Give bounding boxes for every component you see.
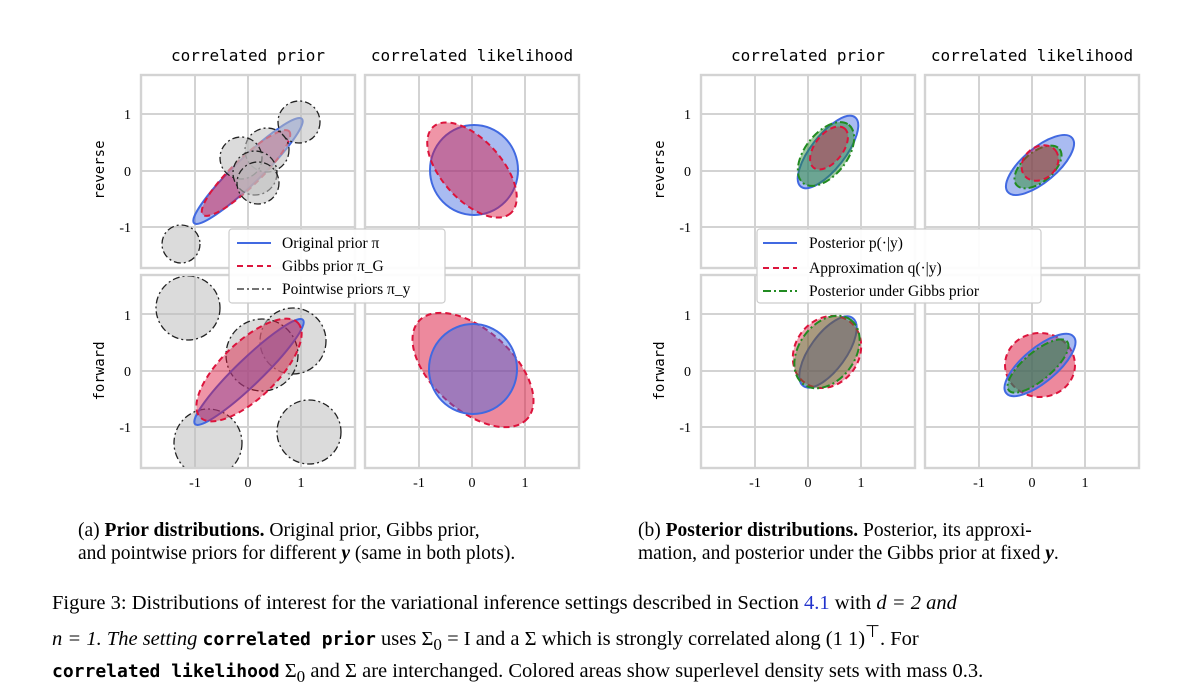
legend-label: Original prior π: [282, 235, 380, 252]
subcaption-text: and pointwise priors for different: [78, 543, 342, 564]
caption-text: Figure 3: Distributions of interest for …: [52, 592, 805, 614]
x-tick: -1: [749, 476, 761, 491]
y-tick: 0: [124, 365, 131, 380]
y-tick: 0: [684, 165, 691, 180]
row-label-reverse: reverse: [92, 140, 108, 199]
panel-b-forward-prior: [791, 314, 863, 390]
caption-text: uses Σ: [375, 627, 434, 650]
x-tick: 1: [522, 476, 529, 491]
panel-a-reverse-prior: [161, 100, 321, 264]
figure: correlated prior correlated likelihood c…: [92, 46, 1141, 491]
subcaption-tag: (b): [638, 520, 661, 541]
caption-text: Σ: [279, 659, 297, 682]
y-tick: -1: [119, 221, 131, 236]
legend-b: Posterior p(·|y) Approximation q(·|y) Po…: [756, 228, 1042, 304]
pointwise-priors: [155, 275, 342, 468]
col-title-correlated-prior: correlated prior: [731, 46, 885, 65]
approximation-ellipse: [809, 125, 849, 171]
col-title-correlated-likelihood: correlated likelihood: [931, 46, 1133, 65]
pointwise-priors: [161, 100, 321, 264]
gibbs-prior-ellipse: [411, 311, 535, 429]
caption-math: d = 2 and: [876, 592, 957, 614]
subcaption-text: Posterior, its approxi-: [858, 520, 1032, 541]
y-tick: 1: [124, 309, 131, 324]
x-tick: -1: [973, 476, 985, 491]
col-title-correlated-prior: correlated prior: [171, 46, 325, 65]
y-tick: 0: [684, 365, 691, 380]
gibbs-posterior-ellipse: [1006, 338, 1070, 394]
legend-label: Gibbs prior π_G: [282, 258, 384, 275]
subcaption-tag: (a): [78, 520, 100, 541]
row-label-forward: forward: [92, 341, 108, 400]
row-label-reverse: reverse: [652, 140, 668, 199]
x-tick: 1: [1082, 476, 1089, 491]
col-title-correlated-likelihood: correlated likelihood: [371, 46, 573, 65]
subcaption-b: (b) Posterior distributions. Posterior, …: [638, 519, 1198, 565]
panel-a-forward-prior: [155, 275, 342, 468]
y-tick: -1: [679, 421, 691, 436]
legend-label: Approximation q(·|y): [809, 260, 942, 277]
section-link[interactable]: 4.1: [804, 592, 830, 614]
y-tick: -1: [679, 221, 691, 236]
x-tick: 0: [245, 476, 252, 491]
x-tick: -1: [413, 476, 425, 491]
gibbs-posterior-ellipse: [793, 314, 861, 390]
subcaption-text: Original prior, Gibbs prior,: [264, 520, 480, 541]
x-tick: 0: [805, 476, 812, 491]
gibbs-prior-ellipse: [426, 121, 518, 219]
gibbs-prior-ellipse: [195, 317, 303, 423]
subcaption-a: (a) Prior distributions. Original prior,…: [78, 519, 618, 565]
y-tick: 0: [124, 165, 131, 180]
y-tick: 1: [124, 108, 131, 123]
panel-b-reverse-prior: [796, 114, 860, 190]
subcaption-text: (same in both plots).: [350, 543, 516, 564]
panel-a-forward-likelihood: [411, 311, 535, 429]
caption-text: and Σ are interchanged. Colored areas sh…: [305, 659, 984, 682]
y-tick: 1: [684, 309, 691, 324]
subcaption-bold: Posterior distributions.: [665, 520, 859, 541]
legend-label: Posterior under Gibbs prior: [809, 283, 980, 300]
row-label-forward: forward: [652, 341, 668, 400]
approximation-ellipse: [1020, 144, 1060, 182]
figure-caption: Figure 3: Distributions of interest for …: [52, 592, 984, 687]
posterior-ellipse: [796, 114, 860, 190]
original-prior-ellipse: [193, 318, 305, 426]
caption-text: . For: [879, 627, 919, 650]
approximation-ellipse: [1004, 332, 1076, 398]
original-prior-ellipse: [428, 323, 518, 415]
original-prior-ellipse: [429, 124, 519, 216]
panel-b-reverse-likelihood: [1005, 134, 1075, 196]
y-tick: 1: [684, 108, 691, 123]
posterior-ellipse: [798, 315, 858, 389]
caption-text: = I and a Σ which is strongly correlated…: [441, 627, 866, 650]
subcaption-text: .: [1053, 543, 1059, 564]
legend-label: Pointwise priors π_y: [282, 281, 411, 298]
legend-a: Original prior π Gibbs prior π_G Pointwi…: [228, 228, 446, 304]
caption-text: n = 1. The setting: [52, 627, 203, 650]
subcaption-var: y: [1045, 543, 1054, 564]
x-tick: 1: [298, 476, 305, 491]
approximation-ellipse: [791, 314, 863, 390]
panel-b-forward-likelihood: [1003, 332, 1077, 398]
x-tick: 1: [858, 476, 865, 491]
subcaption-var: y: [341, 543, 351, 564]
gibbs-posterior-ellipse: [796, 121, 856, 187]
panel-a-reverse-likelihood: [426, 121, 519, 219]
subcaption-text: mation, and posterior under the Gibbs pr…: [638, 543, 1046, 564]
subcaption-bold: Prior distributions.: [104, 520, 265, 541]
setting-name: correlated prior: [202, 628, 376, 650]
posterior-ellipse: [1003, 332, 1077, 398]
y-tick: -1: [119, 421, 131, 436]
x-tick: 0: [1029, 476, 1036, 491]
x-tick: 0: [469, 476, 476, 491]
setting-name: correlated likelihood: [52, 660, 280, 682]
x-tick: -1: [189, 476, 201, 491]
caption-text: with: [829, 592, 877, 614]
legend-label: Posterior p(·|y): [809, 235, 903, 252]
